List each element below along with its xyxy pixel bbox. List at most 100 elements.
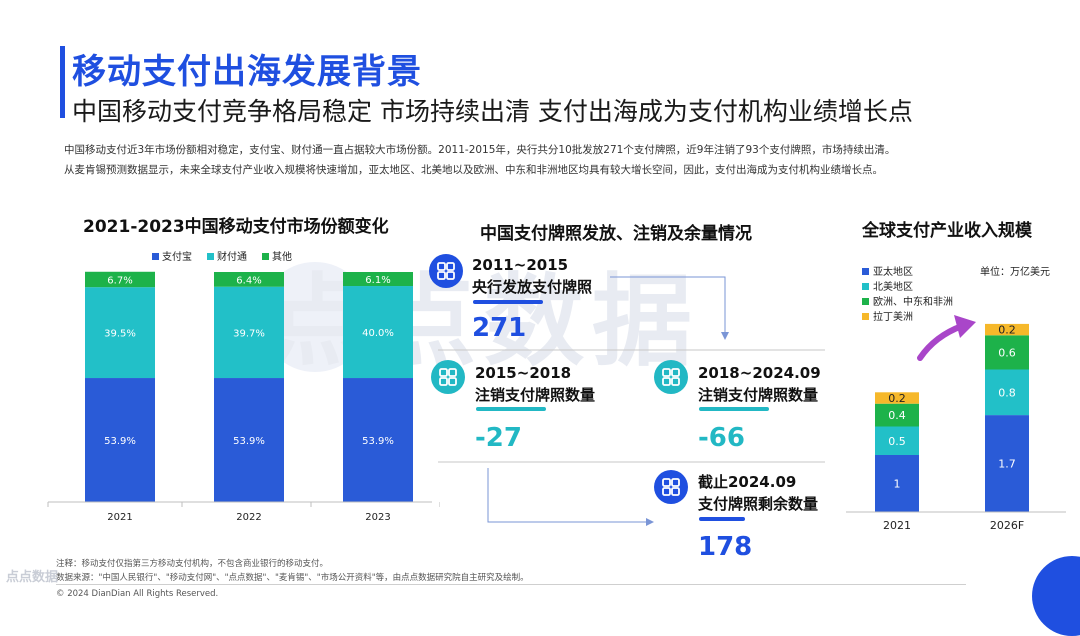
bar-label-2021-3: 0.2 bbox=[888, 392, 906, 405]
grid-icon bbox=[654, 470, 688, 504]
grid-icon bbox=[654, 360, 688, 394]
bar-2022-1 bbox=[214, 286, 284, 379]
legend-swatch-2 bbox=[262, 253, 269, 260]
legend-swatch-3 bbox=[862, 313, 869, 320]
bar-label-2021-0: 53.9% bbox=[104, 436, 136, 447]
node-1-period: 2011~2015 bbox=[472, 256, 569, 274]
connector-top-arrow bbox=[721, 332, 729, 340]
xtick-2021: 2021 bbox=[883, 519, 911, 532]
bar-label-2021-1: 39.5% bbox=[104, 329, 136, 340]
bar-2021-2 bbox=[875, 403, 919, 427]
bar-2026F-2 bbox=[985, 335, 1029, 370]
xtick-2021: 2021 bbox=[107, 512, 132, 523]
revenue-chart-bars: 1 0.5 0.4 0.2 1.7 0.8 0.6 0.2 bbox=[875, 324, 1029, 512]
bar-label-2026F-3: 0.2 bbox=[998, 324, 1016, 337]
watermark-text: 点点数据 bbox=[268, 263, 700, 380]
revenue-chart-xticks: 2021 2026F bbox=[883, 519, 1024, 532]
bar-label-2023-0: 53.9% bbox=[362, 436, 394, 447]
bar-2026F-1 bbox=[985, 369, 1029, 416]
node-1-desc: 央行发放支付牌照 bbox=[472, 278, 593, 296]
bar-label-2023-1: 40.0% bbox=[362, 328, 394, 339]
connector-bottom bbox=[487, 468, 648, 523]
growth-arrow-head bbox=[954, 315, 976, 338]
legend-swatch-0 bbox=[152, 253, 159, 260]
bar-2021-1 bbox=[875, 426, 919, 455]
legend-label-0: 亚太地区 bbox=[873, 265, 913, 278]
bar-2022-2 bbox=[214, 272, 284, 287]
footer-source: 数据来源："中国人民银行"、"移动支付网"、"点点数据"、"麦肯锡"、"市场公开… bbox=[56, 573, 529, 583]
revenue-unit: 单位：万亿美元 bbox=[980, 265, 1050, 278]
bar-2023-1 bbox=[343, 286, 413, 379]
node-2-underline bbox=[476, 407, 546, 411]
page-title: 移动支付出海发展背景 bbox=[72, 52, 422, 92]
xtick-2022: 2022 bbox=[236, 512, 261, 523]
node-1-underline bbox=[473, 300, 543, 304]
bar-label-2022-1: 39.7% bbox=[233, 328, 265, 339]
xtick-2023: 2023 bbox=[365, 512, 390, 523]
share-chart-xticks: 2021 2022 2023 bbox=[47, 502, 440, 523]
legend-label-1: 财付通 bbox=[217, 250, 247, 263]
legend-swatch-2 bbox=[862, 298, 869, 305]
grid-icon bbox=[429, 254, 463, 288]
bar-label-2026F-0: 1.7 bbox=[998, 458, 1016, 471]
node-3-value: -66 bbox=[698, 423, 745, 453]
bar-2026F-0 bbox=[985, 415, 1029, 512]
legend-label-2: 欧洲、中东和非洲 bbox=[873, 295, 953, 308]
legend-label-1: 北美地区 bbox=[873, 280, 913, 293]
bar-label-2021-2: 6.7% bbox=[107, 275, 132, 286]
bar-2023-0 bbox=[343, 378, 413, 502]
node-4-underline bbox=[699, 517, 745, 521]
footer-divider bbox=[56, 584, 966, 585]
intro-line-2: 从麦肯锡预测数据显示，未来全球支付产业收入规模将快速增加，亚太地区、北美地以及欧… bbox=[64, 164, 883, 176]
legend-swatch-1 bbox=[207, 253, 214, 260]
bar-label-2026F-2: 0.6 bbox=[998, 346, 1016, 359]
revenue-chart-title: 全球支付产业收入规模 bbox=[862, 221, 1032, 241]
node-3-desc: 注销支付牌照数量 bbox=[698, 386, 819, 404]
bar-2021-2 bbox=[85, 271, 155, 288]
legend-label-3: 拉丁美洲 bbox=[873, 310, 913, 323]
node-4-value: 178 bbox=[698, 532, 753, 562]
intro-line-1: 中国移动支付近3年市场份额相对稳定，支付宝、财付通一直占据较大市场份额。2011… bbox=[64, 144, 896, 156]
bar-2023-2 bbox=[343, 272, 413, 287]
node-2-period: 2015~2018 bbox=[475, 364, 572, 382]
connector-bottom-arrow bbox=[646, 518, 654, 526]
bar-2021-0 bbox=[875, 455, 919, 512]
bar-2022-0 bbox=[214, 378, 284, 502]
license-title: 中国支付牌照发放、注销及余量情况 bbox=[480, 224, 752, 244]
bar-2026F-3 bbox=[985, 323, 1029, 336]
bar-label-2021-0: 1 bbox=[894, 478, 901, 491]
title-accent-bar bbox=[60, 46, 65, 118]
bar-label-2026F-1: 0.8 bbox=[998, 386, 1016, 399]
bar-label-2023-2: 6.1% bbox=[365, 275, 390, 286]
grid-icon bbox=[431, 360, 465, 394]
bar-label-2021-1: 0.5 bbox=[888, 435, 906, 448]
bar-label-2022-0: 53.9% bbox=[233, 436, 265, 447]
growth-arrow-icon bbox=[917, 323, 965, 361]
share-chart-title: 2021-2023中国移动支付市场份额变化 bbox=[83, 217, 389, 237]
node-4-desc: 支付牌照剩余数量 bbox=[698, 495, 819, 513]
node-2-value: -27 bbox=[475, 423, 522, 453]
node-3-period: 2018~2024.09 bbox=[698, 364, 821, 382]
footer-note: 注释：移动支付仅指第三方移动支付机构，不包含商业银行的移动支付。 bbox=[56, 559, 329, 569]
page-subtitle: 中国移动支付竞争格局稳定 市场持续出清 支付出海成为支付机构业绩增长点 bbox=[72, 97, 913, 126]
legend-label-2: 其他 bbox=[272, 250, 292, 263]
share-chart-legend: 支付宝 财付通 其他 bbox=[152, 250, 292, 263]
bar-2021-3 bbox=[875, 392, 919, 404]
xtick-2026F: 2026F bbox=[990, 519, 1024, 532]
node-2-desc: 注销支付牌照数量 bbox=[475, 386, 596, 404]
bar-label-2022-2: 6.4% bbox=[236, 275, 261, 286]
license-connectors bbox=[438, 276, 825, 526]
node-1-value: 271 bbox=[472, 313, 527, 343]
intro-paragraph: 中国移动支付近3年市场份额相对稳定，支付宝、财付通一直占据较大市场份额。2011… bbox=[64, 140, 1054, 180]
node-4-period: 截止2024.09 bbox=[698, 473, 797, 491]
footer-copyright: © 2024 DianDian All Rights Reserved. bbox=[56, 589, 219, 599]
share-chart-bars: 53.9% 39.5% 6.7% 53.9% 39.7% 6.4% 53.9% 40.0% 6.… bbox=[85, 271, 413, 502]
legend-swatch-0 bbox=[862, 268, 869, 275]
legend-label-0: 支付宝 bbox=[162, 250, 192, 263]
share-chart: 支付宝 财付通 其他 53.9%39.5%6.7%53.9%39.7%6.4%53.… bbox=[47, 250, 440, 523]
corner-decoration bbox=[1032, 556, 1080, 636]
legend-swatch-1 bbox=[862, 283, 869, 290]
bar-2021-0 bbox=[85, 378, 155, 502]
brand-logo: 点点数据 bbox=[6, 570, 59, 585]
